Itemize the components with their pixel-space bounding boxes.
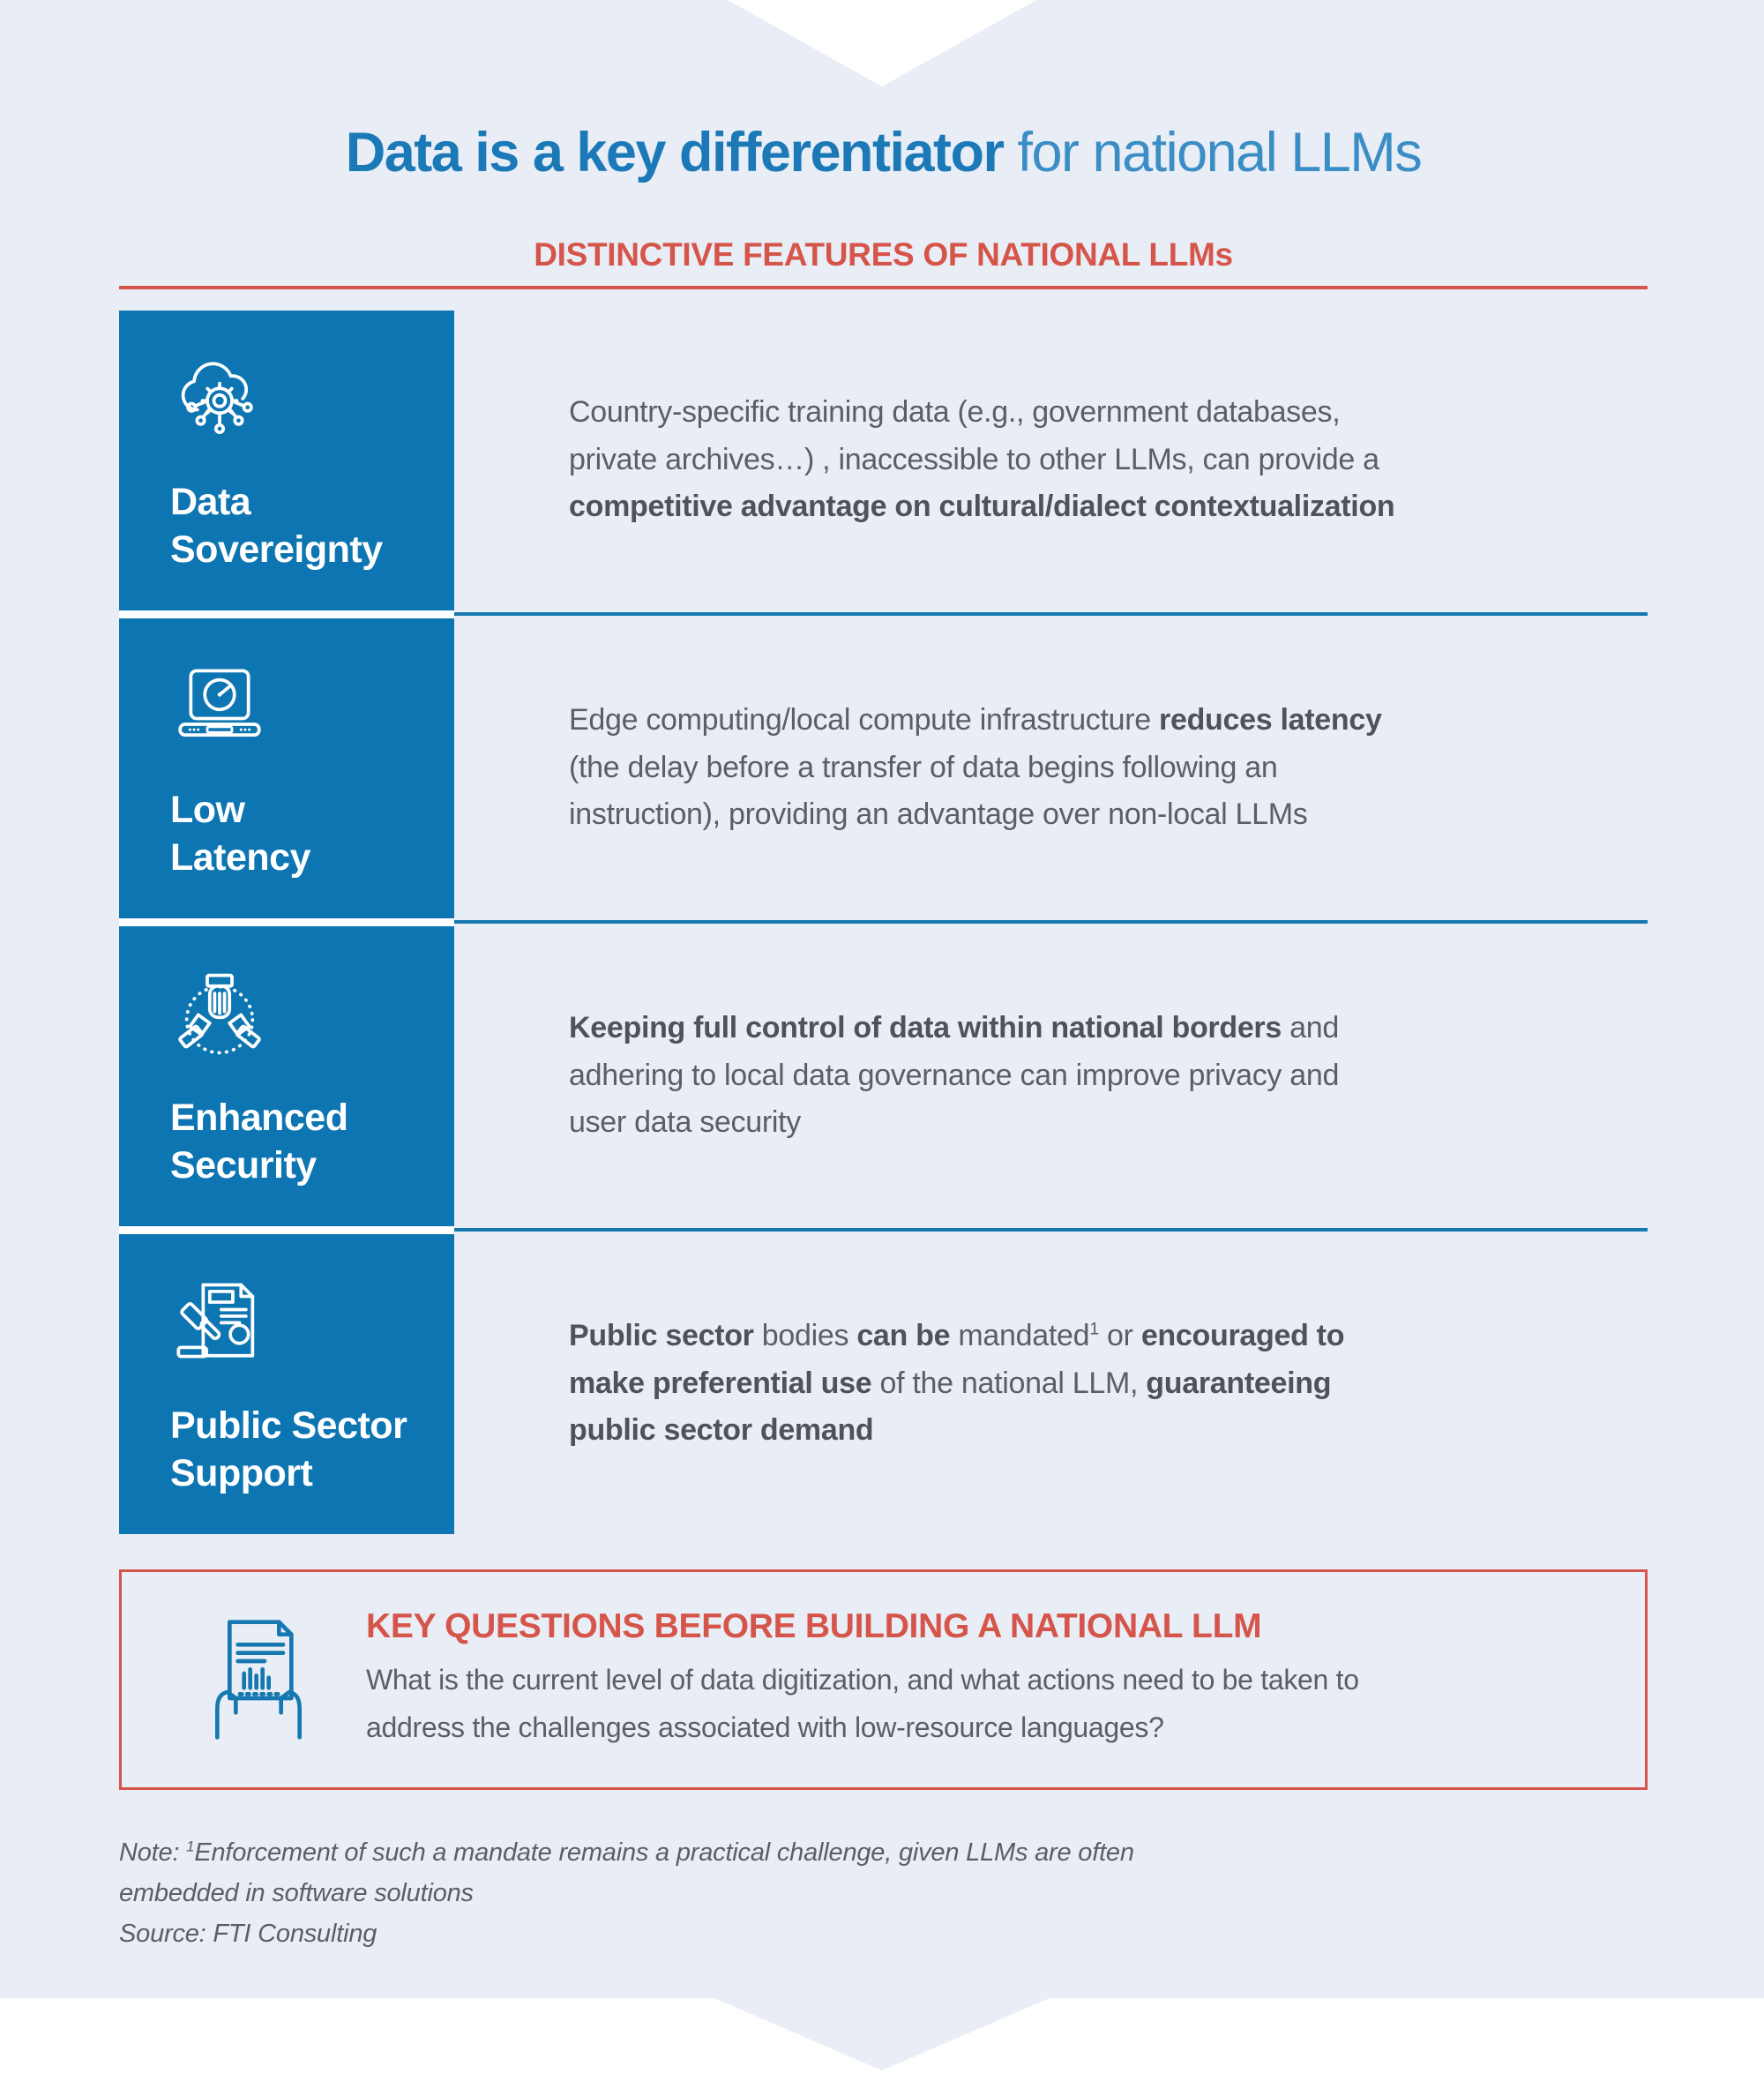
handshake-icon xyxy=(178,973,261,1054)
feature-row-enhanced-security: Enhanced Security Keeping full control o… xyxy=(119,925,1648,1226)
key-questions-box: KEY QUESTIONS BEFORE BUILDING A NATIONAL… xyxy=(119,1569,1648,1790)
footnote-note: Note: 1Enforcement of such a mandate rem… xyxy=(119,1837,1134,1907)
key-questions-text: KEY QUESTIONS BEFORE BUILDING A NATIONAL… xyxy=(366,1607,1359,1752)
subtitle-divider-line xyxy=(119,285,1648,289)
feature-row-data-sovereignty: Data Sovereignty Country-specific traini… xyxy=(119,310,1648,610)
feature-label: Data Sovereignty xyxy=(170,480,383,571)
bottom-white-band xyxy=(0,1998,1764,2074)
feature-description: Public sector bodies can be mandated1 or… xyxy=(569,1319,1345,1448)
key-questions-title: KEY QUESTIONS BEFORE BUILDING A NATIONAL… xyxy=(366,1606,1262,1645)
row-divider xyxy=(119,917,1648,926)
cloud-network-icon xyxy=(181,362,253,434)
feature-row-public-sector-support: Public Sector Support Public sector bodi… xyxy=(119,1233,1648,1534)
row-divider xyxy=(119,1225,1648,1234)
page-title-light: for national LLMs xyxy=(1003,122,1423,183)
feature-box-low-latency: Low Latency xyxy=(119,618,454,918)
page-title-bold: Data is a key differentiator xyxy=(345,122,1005,183)
section-subtitle: DISTINCTIVE FEATURES OF NATIONAL LLMs xyxy=(534,236,1233,273)
content-area: Data is a key differentiator for nationa… xyxy=(119,0,1648,1955)
key-questions-body: What is the current level of data digiti… xyxy=(366,1663,1359,1743)
feature-description: Country-specific training data (e.g., go… xyxy=(569,395,1395,524)
feature-box-public-sector-support: Public Sector Support xyxy=(119,1233,454,1534)
laptop-speedometer-icon xyxy=(178,669,261,737)
footnote: Note: 1Enforcement of such a mandate rem… xyxy=(119,1832,1648,1955)
gavel-document-icon xyxy=(176,1283,255,1359)
feature-row-low-latency: Low Latency Edge computing/local compute… xyxy=(119,618,1648,918)
page-title: Data is a key differentiator for nationa… xyxy=(119,0,1648,187)
feature-label: Low Latency xyxy=(170,788,311,879)
feature-box-enhanced-security: Enhanced Security xyxy=(119,925,454,1226)
feature-box-data-sovereignty: Data Sovereignty xyxy=(119,310,454,610)
footnote-source: Source: FTI Consulting xyxy=(119,1920,377,1949)
document-hands-icon xyxy=(197,1618,320,1741)
feature-description: Edge computing/local compute infrastruct… xyxy=(569,703,1382,832)
row-divider xyxy=(119,610,1648,618)
bottom-chevron xyxy=(714,1998,1050,2070)
feature-label: Enhanced Security xyxy=(170,1096,348,1187)
features-table: Data Sovereignty Country-specific traini… xyxy=(119,310,1648,1534)
feature-description: Keeping full control of data within nati… xyxy=(569,1011,1340,1140)
feature-label: Public Sector Support xyxy=(170,1404,407,1494)
